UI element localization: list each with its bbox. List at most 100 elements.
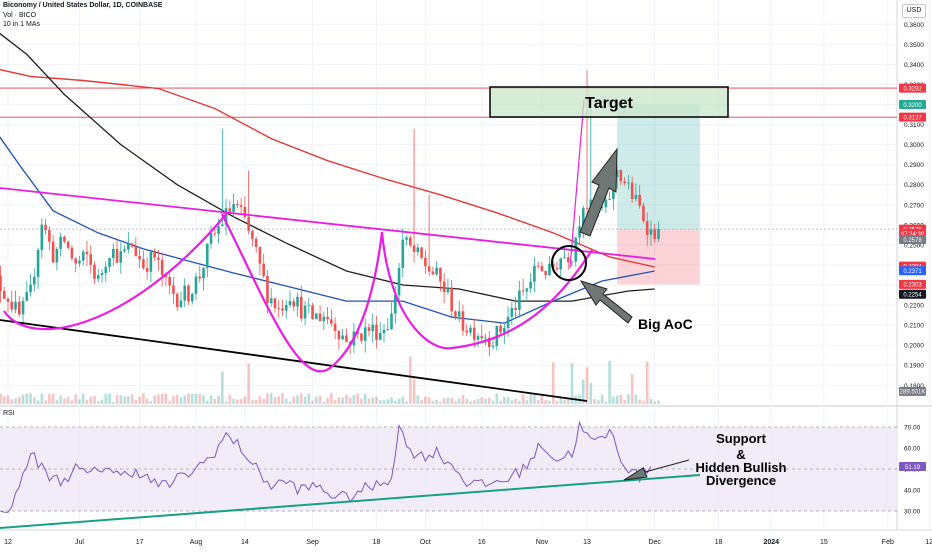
candle-body: [134, 246, 138, 257]
volume-bar: [292, 396, 296, 404]
candle-body: [499, 325, 502, 333]
time-tick-label: 12: [4, 539, 12, 546]
candle-body: [608, 199, 611, 200]
price-badge: [899, 234, 926, 244]
volume-bar: [183, 395, 187, 404]
candle-body: [130, 243, 134, 247]
volume-bar: [540, 395, 544, 404]
time-tick-label: 12: [925, 539, 932, 546]
candle-body: [273, 298, 277, 309]
volume-bar: [254, 400, 258, 404]
volume-bar: [318, 396, 322, 404]
target-label: Target: [585, 95, 633, 112]
volume-bar: [269, 393, 273, 404]
candle-body: [341, 335, 344, 340]
rsi-line: [0, 420, 652, 513]
volume-bar: [630, 374, 634, 404]
rsi-tick-label: 40.00: [904, 488, 921, 495]
volume-bar: [243, 396, 247, 404]
volume-bar: [525, 400, 529, 404]
volume-bar: [168, 401, 171, 404]
candle-body: [397, 268, 401, 296]
candle-body: [326, 316, 329, 320]
cup-curve-2: [221, 213, 384, 373]
candle-body: [642, 205, 645, 222]
candle-body: [544, 271, 547, 276]
volume-bar: [356, 394, 359, 404]
volume-bar: [281, 393, 284, 404]
candle-body: [465, 330, 469, 333]
ma-red-line: [0, 68, 655, 268]
candle-body: [157, 257, 160, 260]
candle-body: [487, 337, 491, 347]
candle-body: [446, 287, 450, 293]
price-badge-label: 0.2578: [903, 238, 922, 244]
volume-bar: [36, 400, 40, 404]
big-aoc-label: Big AoC: [638, 316, 693, 332]
volume-bar: [371, 397, 375, 404]
price-tick-label: 0.2800: [904, 182, 924, 189]
price-badge-label: 0.3137: [903, 115, 922, 121]
volume-bar: [2, 396, 6, 404]
currency-selector[interactable]: USD: [902, 4, 926, 18]
volume-bar: [480, 397, 484, 404]
candle-body: [619, 170, 623, 182]
candle-body: [409, 237, 412, 246]
price-tick-label: 0.1800: [904, 383, 924, 390]
rsi-badge-label: 51.19: [905, 465, 921, 471]
candle-body: [142, 259, 145, 269]
rsi-tick-label: 70.00: [904, 425, 921, 432]
volume-bar: [33, 396, 36, 404]
volume-bar: [96, 401, 100, 404]
volume-bar: [514, 398, 517, 404]
candle-body: [51, 241, 55, 263]
candle-body: [427, 266, 431, 272]
candle-body: [566, 257, 570, 263]
volume-bar: [435, 399, 438, 404]
candle-body: [168, 276, 171, 286]
candle-body: [254, 238, 258, 248]
candle-body: [559, 258, 563, 270]
candle-body: [119, 251, 123, 263]
volume-bar: [439, 401, 442, 404]
candle-body: [514, 307, 517, 310]
volume-bar: [74, 394, 77, 404]
candle-body: [74, 258, 77, 264]
volume-bar: [386, 399, 390, 404]
volume-bar: [288, 401, 292, 404]
candle-body: [243, 206, 247, 217]
candle-body: [375, 324, 378, 340]
candle-body: [55, 248, 59, 263]
volume-bar: [503, 396, 506, 404]
volume-bar: [469, 401, 472, 404]
candle-body: [232, 204, 235, 212]
candle-body: [63, 236, 66, 242]
candle-body: [318, 313, 322, 322]
volume-bar: [559, 397, 563, 404]
volume-bar: [378, 400, 382, 404]
volume-bar: [487, 397, 491, 404]
volume-bar: [461, 394, 465, 404]
volume-bar: [382, 399, 386, 404]
price-badge-label: 0.3282: [903, 86, 922, 92]
volume-bar: [66, 397, 70, 404]
candle-body: [17, 301, 21, 315]
position-profit-zone: [617, 104, 700, 230]
ma-label: 10 in 1 MAs: [3, 21, 40, 28]
price-badge-label: 0.2303: [903, 283, 922, 289]
candle-body: [657, 229, 660, 240]
volume-bar: [85, 399, 89, 404]
time-tick-label: Aug: [190, 539, 203, 546]
candle-body: [630, 182, 634, 200]
candle-body: [585, 208, 589, 209]
candle-body: [439, 267, 442, 282]
candle-body: [653, 229, 657, 240]
candle-body: [480, 336, 484, 338]
price-badge: [899, 100, 926, 110]
volume-bar: [491, 400, 495, 404]
candle-body: [405, 237, 408, 240]
candle-body: [85, 251, 89, 255]
volume-bar: [153, 395, 156, 404]
candle-body: [390, 313, 393, 330]
volume-bar: [330, 393, 333, 404]
